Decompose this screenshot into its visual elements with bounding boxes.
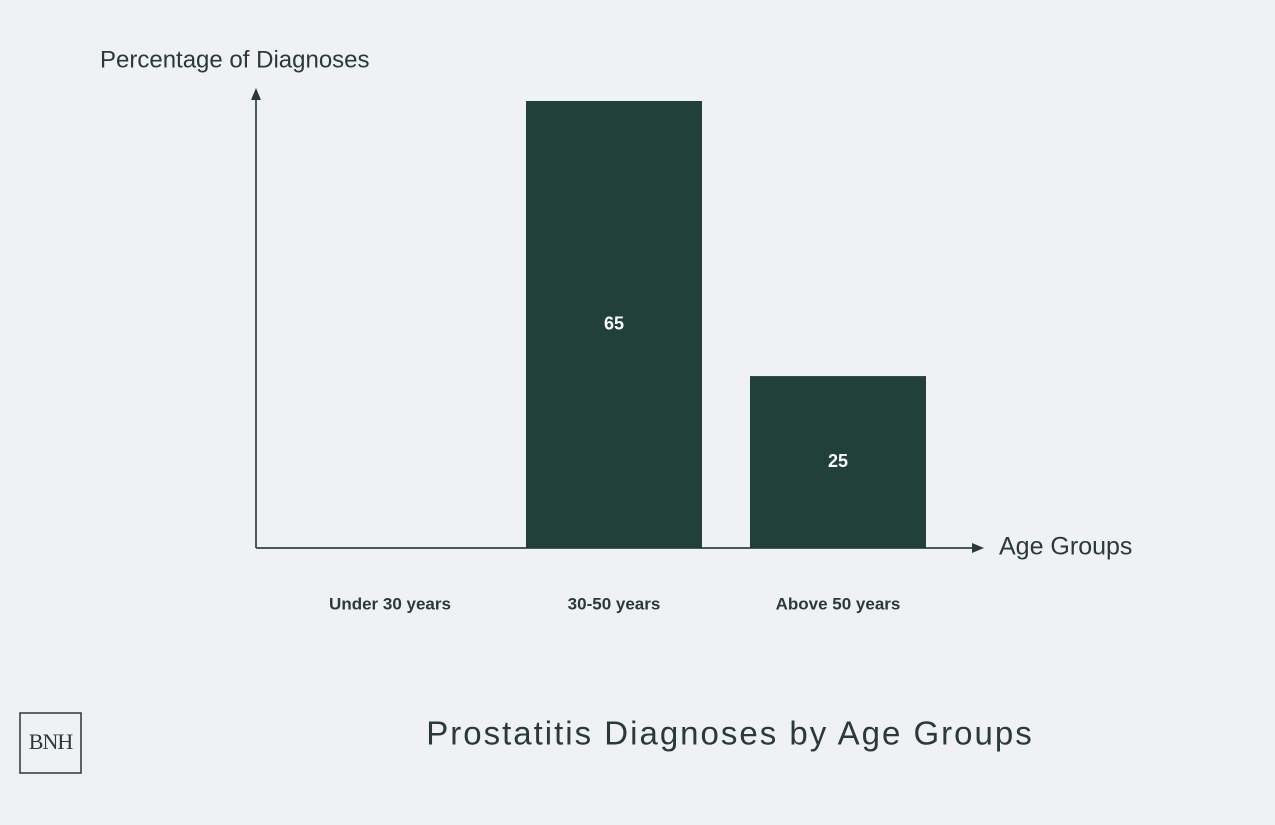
chart-title: Prostatitis Diagnoses by Age Groups bbox=[426, 715, 1033, 752]
x-tick-label: 30-50 years bbox=[568, 594, 661, 613]
logo: BNH bbox=[29, 729, 74, 754]
data-label: 65 bbox=[604, 313, 624, 333]
x-tick-label: Above 50 years bbox=[776, 594, 901, 613]
x-axis-label: Age Groups bbox=[999, 533, 1132, 561]
y-axis-label: Percentage of Diagnoses bbox=[100, 46, 370, 73]
bar bbox=[526, 101, 702, 548]
x-tick-label: Under 30 years bbox=[329, 594, 451, 613]
data-label: 25 bbox=[828, 451, 848, 471]
logo-box bbox=[19, 712, 82, 774]
y-axis-arrow bbox=[251, 88, 261, 100]
x-axis-arrow bbox=[972, 543, 984, 553]
bar bbox=[750, 376, 926, 548]
